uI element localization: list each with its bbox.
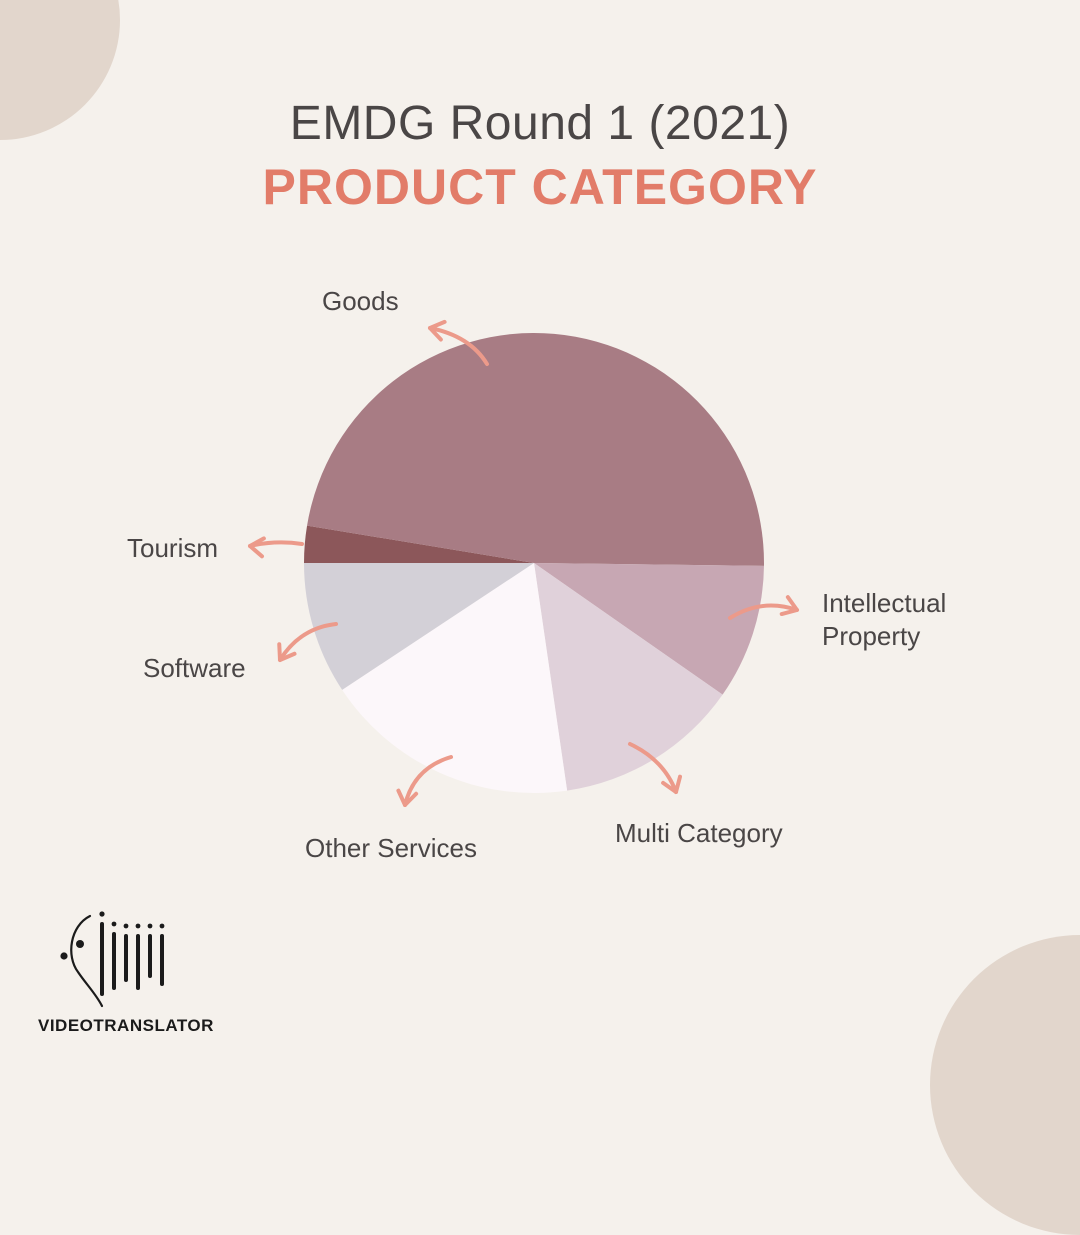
arrow-other-services-icon [396,755,453,807]
pie-slice-tourism [304,525,534,563]
arrow-tourism-icon [248,536,304,559]
brand-name: VIDEOTRANSLATOR [38,1016,214,1035]
slice-label-goods: Goods [322,286,399,316]
slice-label-other-services: Other Services [305,833,477,863]
slice-label-multi-category: Multi Category [615,818,783,848]
slice-label-intellectual-property: Intellectual Property [822,588,946,651]
chart-title: EMDG Round 1 (2021) [289,97,791,150]
pie-slice-intellectual-property [534,563,764,695]
videotranslator-logo-icon [60,911,165,1008]
slice-label-software: Software [143,653,246,683]
pie-slice-multi-category [534,563,723,791]
pie-chart: Tourism Goods Intellectual Property Multi Ca… [127,286,946,863]
pie-slice-other-services [342,563,568,793]
arrow-intellectual-property-icon [728,595,799,620]
arrow-software-icon [277,622,338,662]
slice-label-tourism: Tourism [127,533,218,563]
chart-subtitle: PRODUCT CATEGORY [262,159,818,215]
pie-slice-software [304,563,534,690]
arrow-goods-icon [428,319,489,366]
pie-slice-goods [307,333,764,566]
arrow-multi-category-icon [628,742,683,794]
